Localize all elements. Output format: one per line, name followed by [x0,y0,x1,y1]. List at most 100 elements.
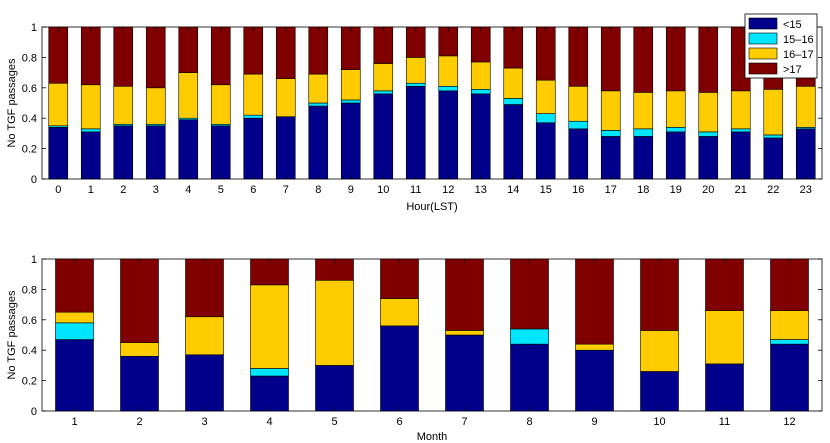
x-tick-label: 5 [331,416,337,428]
bar-segment-15-16 [405,82,426,87]
y-tick-label: 0.8 [22,52,37,64]
y-tick-label: 0.8 [22,284,37,296]
bar-segment-gt17 [113,26,134,87]
bar-segment-16-17 [80,84,101,130]
bar-segment-gt17 [340,26,361,70]
plot-area-frame [41,26,823,180]
bar-segment-15-16 [770,339,809,345]
bar-segment-gt17 [250,258,289,286]
bar-segment-16-17 [243,73,264,116]
bar-segment-lt15 [600,136,621,180]
bar-segment-gt17 [575,258,614,345]
bar-segment-lt15 [113,125,134,180]
x-tick-label: 21 [735,184,747,196]
x-tick-label: 4 [185,184,191,196]
x-axis-label: Month [417,431,448,443]
x-tick-label: 12 [442,184,454,196]
y-axis-label: No TGF passages [6,290,18,380]
bar-segment-lt15 [633,136,654,180]
bar-segment-16-17 [55,311,94,324]
legend-label: >17 [783,64,802,76]
y-tick-label: 0.4 [22,345,37,357]
chart-hour: 00.20.40.60.810 1 2 3 4 5 6 7 8 9 10 11 12 13 14 15 16 17… [6,13,823,213]
y-tick-label: 0.6 [22,315,37,327]
x-tick-label: 8 [526,416,532,428]
x-tick-label: 0 [55,184,61,196]
bar-segment-15-16 [250,368,289,377]
legend-label: <15 [783,19,802,31]
bar-segment-16-17 [795,85,816,128]
bar-segment-15-16 [503,98,524,105]
bar-segment-gt17 [510,258,549,330]
bar-segment-16-17 [120,342,159,357]
bar-segment-lt15 [55,339,94,412]
y-tick-label: 1 [31,254,37,266]
bar-segment-gt17 [633,26,654,93]
bar-segment-16-17 [380,298,419,327]
bar-segment-lt15 [535,122,556,180]
bar-segment-15-16 [510,328,549,345]
bar-segment-gt17 [210,26,231,86]
bar-segment-lt15 [185,354,224,412]
bar-segment-15-16 [340,99,361,104]
y-tick-label: 0.2 [22,144,37,156]
bar-segment-16-17 [503,67,524,99]
y-axis-label: No TGF passages [6,58,18,148]
bar-segment-lt15 [48,127,69,180]
bar-segment-lt15 [145,125,166,180]
bar-segment-gt17 [535,26,556,81]
y-tick-label: 0 [31,174,37,186]
legend-swatch [748,47,778,60]
bar-segment-lt15 [763,137,784,180]
bar-segment-16-17 [763,89,784,136]
bar-segment-lt15 [770,343,809,412]
y-tick-label: 0.4 [22,113,37,125]
bar-segment-15-16 [730,128,751,133]
bar-segment-lt15 [340,102,361,180]
bar-segment-16-17 [770,310,809,340]
x-tick-label: 20 [702,184,714,196]
bar-segment-gt17 [698,26,719,93]
bar-segment-15-16 [80,128,101,133]
bar-segment-lt15 [405,85,426,180]
bar-segment-15-16 [470,89,491,95]
bar-segment-lt15 [665,131,686,180]
bar-segment-lt15 [640,371,679,412]
bar-segment-lt15 [445,334,484,412]
y-tick-label: 0.6 [22,83,37,95]
x-tick-label: 2 [120,184,126,196]
bar-segment-lt15 [315,365,354,412]
legend-swatch [748,62,778,75]
bar-segment-15-16 [243,114,264,119]
x-axis-label: Hour(LST) [406,201,457,213]
x-tick-label: 14 [507,184,519,196]
bar-segment-gt17 [568,26,589,87]
bar-segment-15-16 [763,134,784,139]
legend-label: 15–16 [783,34,814,46]
bar-segment-lt15 [80,131,101,180]
x-tick-label: 16 [572,184,584,196]
bar-segment-15-16 [698,131,719,137]
bar-segment-gt17 [470,26,491,63]
bar-segment-15-16 [373,90,394,95]
bar-segment-lt15 [120,355,159,412]
bar-segment-16-17 [633,92,654,130]
bar-segment-lt15 [243,117,264,180]
bar-segment-16-17 [640,330,679,372]
bar-segment-16-17 [275,78,296,117]
bar-segment-16-17 [210,84,231,125]
bar-segment-15-16 [308,102,329,107]
bar-segment-15-16 [665,127,686,133]
x-tick-label: 22 [767,184,779,196]
bar-segment-gt17 [640,258,679,331]
x-tick-label: 6 [396,416,402,428]
bar-segment-lt15 [510,343,549,412]
bar-segment-gt17 [243,26,264,75]
bar-segment-gt17 [705,258,744,311]
bar-segment-gt17 [275,26,296,79]
x-tick-label: 23 [800,184,812,196]
bar-segment-16-17 [445,330,484,336]
bar-segment-lt15 [210,125,231,180]
bar-segment-gt17 [80,26,101,86]
